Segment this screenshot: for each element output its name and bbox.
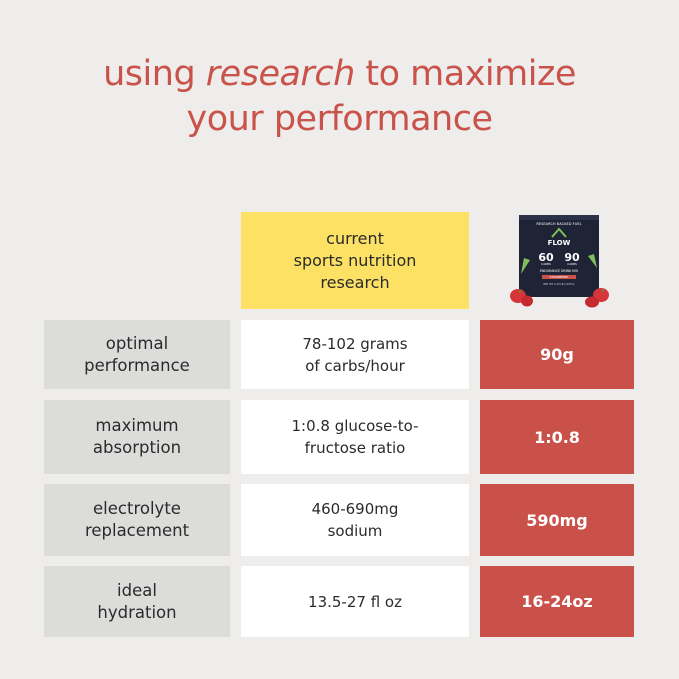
headline-line-2: your performance — [186, 99, 493, 139]
pouch-subtitle: ENDURANCE DRINK MIX — [540, 269, 579, 273]
strawberry-left-icon — [510, 289, 533, 307]
row-label-electrolyte-replacement: electrolyte replacement — [44, 484, 230, 556]
row-label-maximum-absorption: maximum absorption — [44, 400, 230, 474]
row-flow-value: 1:0.8 — [534, 427, 580, 447]
row-research-text: 460-690mg sodium — [311, 500, 399, 540]
row-research-text: 13.5-27 fl oz — [308, 592, 402, 611]
pouch-body — [519, 215, 599, 297]
pouch-carbs-left: 60 — [538, 251, 554, 264]
pouch-brand: FLOW — [548, 239, 571, 247]
strawberry-right-icon — [585, 288, 609, 308]
pouch-leaf-graphic-right — [588, 254, 597, 268]
row-flow-value: 16-24oz — [521, 592, 593, 611]
pouch-carbs-sub-right: CARBS — [567, 262, 577, 266]
row-flow-maximum-absorption: 1:0.8 — [480, 400, 634, 474]
row-flow-value: 590mg — [526, 510, 588, 530]
headline-line-1: using research to maximize — [0, 52, 679, 97]
row-research-text: 1:0.8 glucose-to- fructose ratio — [291, 417, 419, 457]
row-label-optimal-performance: optimal performance — [44, 320, 230, 389]
pouch-carbs-right: 90 — [564, 251, 580, 264]
row-flow-optimal-performance: 90g — [480, 320, 634, 389]
row-research-ideal-hydration: 13.5-27 fl oz — [241, 566, 469, 637]
headline-part-1: using — [103, 54, 206, 94]
pouch-carbs-sub-left: CARBS — [541, 262, 551, 266]
pouch-flavor: STRAWBERRY — [550, 275, 569, 279]
row-research-text: 78-102 grams of carbs/hour — [302, 334, 408, 375]
research-column-header: current sports nutrition research — [241, 212, 469, 309]
pouch-flavor-band — [542, 275, 576, 279]
pouch-top-label: RESEARCH BACKED FUEL — [536, 222, 581, 226]
row-label-ideal-hydration: ideal hydration — [44, 566, 230, 637]
product-image: RESEARCH BACKED FUEL FLOW 60 90 CARBS CA… — [508, 214, 612, 310]
row-label-text: optimal performance — [84, 333, 190, 375]
row-research-maximum-absorption: 1:0.8 glucose-to- fructose ratio — [241, 400, 469, 474]
row-label-text: electrolyte replacement — [84, 499, 190, 540]
row-research-optimal-performance: 78-102 grams of carbs/hour — [241, 320, 469, 389]
headline: using research to maximize your performa… — [0, 52, 679, 142]
flow-logo-icon — [551, 227, 567, 238]
pouch-seal — [519, 215, 599, 220]
pouch-net-weight: NET WT 2.29 LB (1037G) — [543, 282, 574, 286]
row-label-text: ideal hydration — [97, 580, 177, 622]
row-flow-ideal-hydration: 16-24oz — [480, 566, 634, 637]
product-pouch-illustration: RESEARCH BACKED FUEL FLOW 60 90 CARBS CA… — [510, 215, 609, 308]
headline-emphasis: research — [205, 54, 355, 94]
row-flow-value: 90g — [540, 345, 574, 364]
headline-part-2: to maximize — [354, 54, 576, 94]
research-column-header-text: current sports nutrition research — [293, 228, 417, 292]
pouch-leaf-graphic-left — [521, 258, 530, 274]
row-label-text: maximum absorption — [92, 416, 182, 457]
row-flow-electrolyte-replacement: 590mg — [480, 484, 634, 556]
row-research-electrolyte-replacement: 460-690mg sodium — [241, 484, 469, 556]
